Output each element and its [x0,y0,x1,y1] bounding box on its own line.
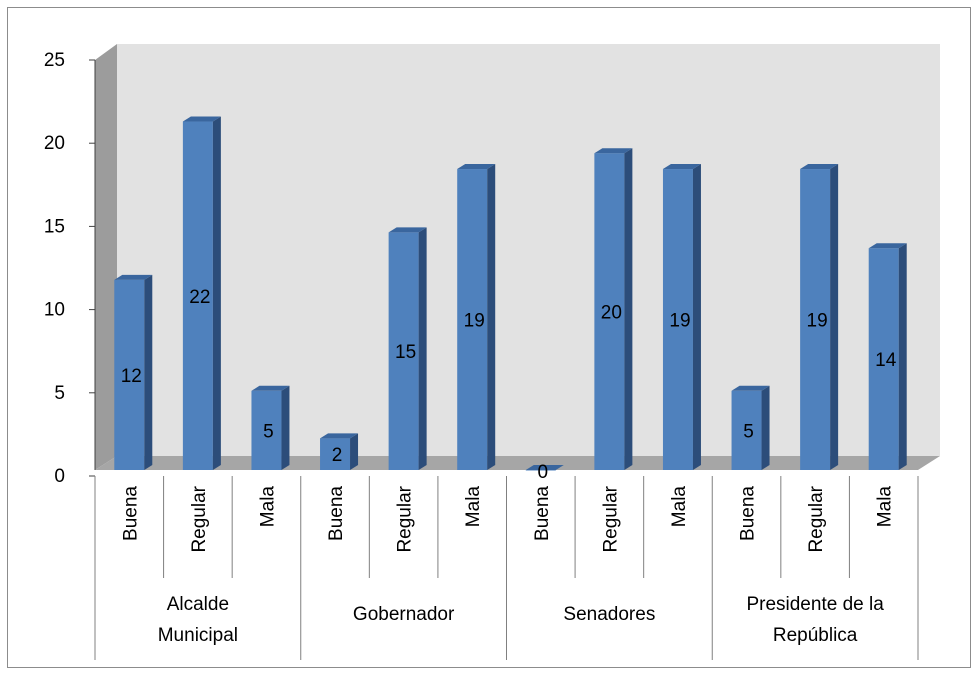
data-label: 19 [669,311,690,332]
bar-top [800,164,839,170]
bar-top [868,243,907,249]
data-label: 2 [332,445,343,466]
category-label: Buena [326,486,347,541]
bar-side [830,164,839,471]
group-label: Senadores [563,604,655,625]
data-label: 19 [464,311,485,332]
bar-front [662,169,693,471]
bar-top [114,274,153,280]
data-label: 5 [743,421,754,442]
bar-top [662,164,701,170]
group-label: Municipal [158,625,238,646]
category-label: Mala [257,486,278,528]
data-label: 5 [263,421,274,442]
bar-front [525,470,556,471]
data-label: 22 [189,287,210,308]
bar-top [320,433,359,439]
data-label: 0 [538,462,549,483]
data-label: 15 [395,342,416,363]
y-tick-label: 20 [44,133,65,154]
bar-side [761,385,770,470]
category-label: Regular [600,485,621,552]
bar-top [388,227,427,233]
floor [95,456,940,470]
bar-side [212,116,221,471]
bar-front [594,153,625,470]
bar-top [525,465,564,470]
y-tick-label: 5 [54,383,65,404]
data-label: 19 [807,311,828,332]
category-label: Regular [395,485,416,552]
group-label: Gobernador [353,604,455,625]
bar-side [898,243,907,470]
bar-front [800,169,831,471]
bar-top [731,385,770,391]
bar-front [868,248,899,470]
data-label: 14 [875,350,897,371]
bar-side [281,385,290,470]
category-label: Mala [463,486,484,528]
category-label: Buena [532,486,553,541]
bar-top [251,385,290,391]
bar-top [182,116,221,122]
bar-front [182,121,213,471]
y-tick-label: 15 [44,216,65,237]
category-label: Buena [120,486,141,541]
bar-front [388,232,419,470]
bar-top [457,164,496,170]
side-wall [95,44,117,470]
y-tick-label: 25 [44,50,65,71]
bar-side [624,148,633,470]
bar-top [594,148,633,154]
category-label: Buena [738,486,759,541]
bar-side [418,227,427,470]
y-tick-label: 10 [44,300,65,321]
group-label: Presidente de la [746,594,884,615]
bar-side [692,164,701,471]
group-label: Alcalde [167,594,229,615]
bar-side [350,433,359,470]
category-label: Mala [875,486,896,528]
category-label: Regular [189,485,210,552]
bar-front [320,438,351,470]
bar-front [457,169,488,471]
bar-side [144,274,153,470]
data-label: 12 [121,366,142,387]
bar-side [487,164,496,471]
bar-front [251,390,282,470]
group-label: República [773,625,858,646]
category-label: Regular [806,485,827,552]
bar-front [731,390,762,470]
bar-front [114,279,145,470]
category-label: Mala [669,486,690,528]
data-label: 20 [601,303,622,324]
back-wall [117,44,940,456]
y-tick-label: 0 [54,466,65,487]
